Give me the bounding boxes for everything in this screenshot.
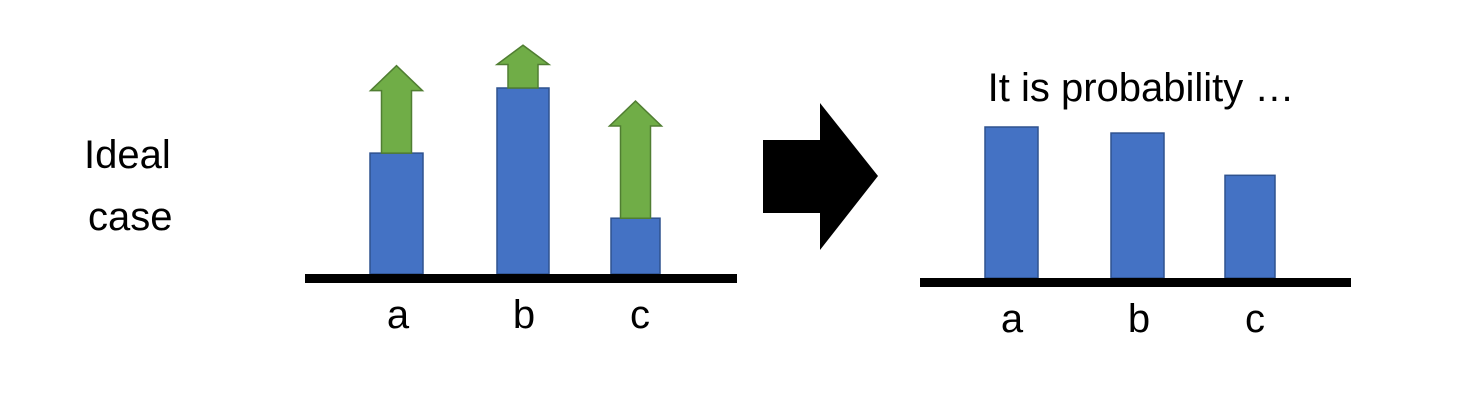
left-axis-line: [305, 274, 737, 283]
right-axis-line: [920, 278, 1351, 287]
right-title: It is probability …: [988, 66, 1295, 110]
left-label-a: a: [387, 293, 410, 337]
left-bar-b: [496, 87, 550, 275]
left-bar-panel: [368, 44, 664, 275]
left-label-c: c: [630, 293, 650, 337]
left-label-b: b: [513, 293, 535, 337]
up-arrow-icon-a: [368, 64, 425, 154]
transition-arrow-icon: [763, 103, 878, 250]
up-arrow-icon-b: [494, 44, 552, 89]
right-bar-panel: [984, 126, 1276, 279]
right-label-c: c: [1245, 297, 1265, 341]
right-label-b: b: [1128, 297, 1150, 341]
side-label-line1: Ideal: [84, 133, 171, 177]
left-bar-c: [610, 217, 661, 275]
right-bar-c: [1224, 174, 1276, 279]
right-bar-b: [1110, 132, 1165, 279]
side-label-line2: case: [88, 195, 173, 239]
right-label-a: a: [1001, 297, 1024, 341]
left-bar-a: [369, 152, 424, 275]
up-arrow-icon-c: [607, 99, 664, 219]
right-bar-a: [984, 126, 1039, 279]
